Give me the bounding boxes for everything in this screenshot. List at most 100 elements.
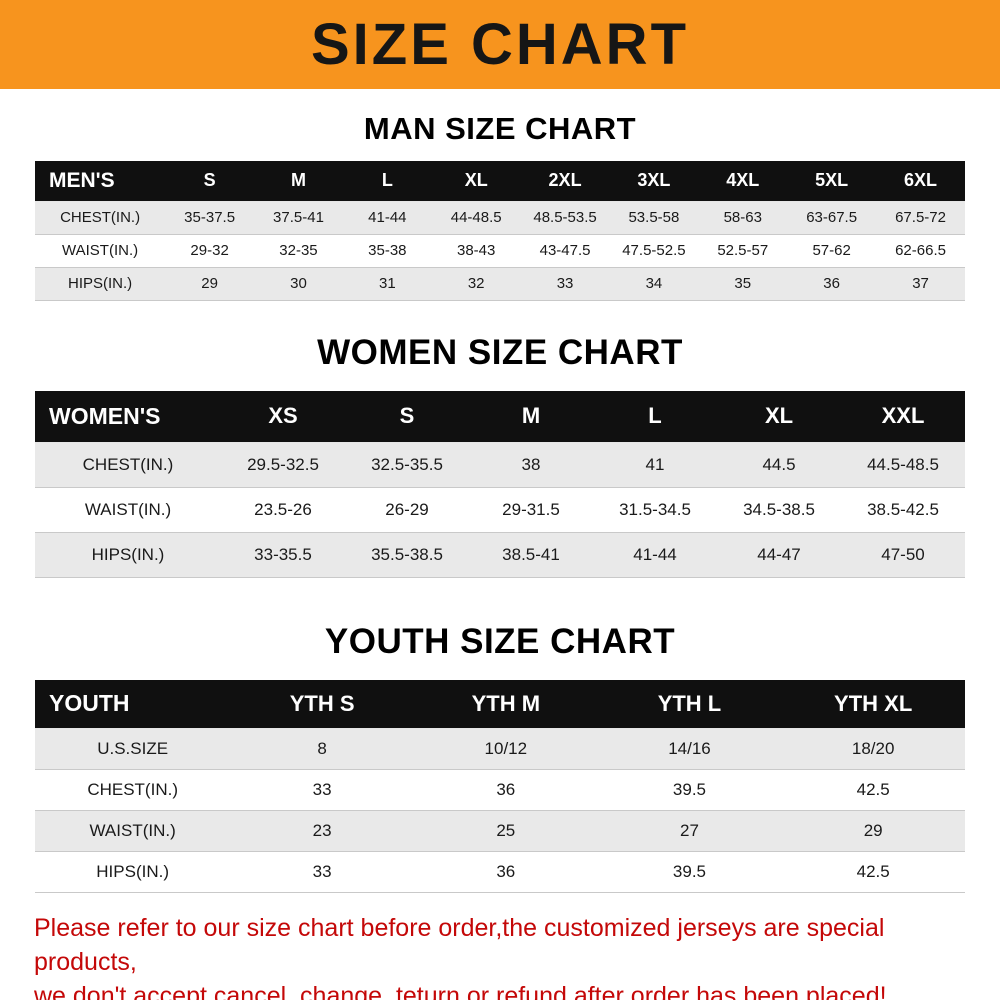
size-column-header: 5XL [787, 161, 877, 201]
row-label: HIPS(IN.) [68, 275, 133, 292]
size-value-cell: 39.5 [672, 779, 707, 799]
size-value-cell: 35 [734, 275, 752, 292]
size-value-cell: 32-35 [279, 242, 318, 259]
size-value-cell: 42.5 [856, 779, 890, 799]
size-value-cell: 38.5-41 [502, 545, 560, 564]
size-column-header: XXL [841, 390, 965, 443]
table-row: CHEST(IN.) 29.5-32.5 32.5-35.5 38 41 44.5 44.5… [35, 442, 965, 488]
size-value-cell: 26-29 [385, 500, 429, 519]
size-value-cell: 47-50 [881, 545, 925, 564]
size-column-header: XL [717, 390, 841, 443]
size-column-header: S [345, 390, 469, 443]
table-row: HIPS(IN.) 33 36 39.5 42.5 [35, 851, 965, 892]
title-banner: SIZE CHART [0, 0, 1000, 89]
size-column-header: 4XL [698, 161, 788, 201]
size-column-header: 3XL [609, 161, 699, 201]
size-value-cell: 44.5 [762, 455, 796, 474]
women-size-table: WOMEN'S XS S M L XL XXL CHEST(IN.) 29.5-32.5 32.5… [35, 390, 965, 579]
size-value-cell: 67.5-72 [895, 209, 946, 226]
notice-line-1: Please refer to our size chart before or… [34, 913, 885, 976]
table-row: HIPS(IN.) 33-35.5 35.5-38.5 38.5-41 41-44 44-… [35, 532, 965, 578]
size-value-cell: 8 [317, 738, 327, 758]
row-label: WAIST(IN.) [84, 500, 172, 519]
size-value-cell: 29-31.5 [502, 500, 560, 519]
youth-size-section: YOUTH SIZE CHART YOUTH YTH S YTH M YTH L YTH… [0, 622, 1000, 893]
men-size-table: MEN'S S M L XL 2XL 3XL 4XL 5XL 6XL CHEST(IN.) 35-37… [35, 161, 965, 301]
size-value-cell: 30 [290, 275, 307, 292]
size-value-cell: 33 [312, 861, 332, 881]
table-corner-label: YOUTH [35, 680, 231, 728]
size-column-header: L [342, 161, 432, 201]
order-notice: Please refer to our size chart before or… [0, 893, 1000, 1000]
size-value-cell: 35-37.5 [184, 209, 236, 226]
size-value-cell: 31.5-34.5 [619, 500, 691, 519]
size-value-cell: 27 [680, 820, 699, 840]
women-size-section: WOMEN SIZE CHART WOMEN'S XS S M L XL XXL CHEST(… [0, 333, 1000, 579]
man-size-section: MAN SIZE CHART MEN'S S M L XL 2XL 3XL 4XL 5XL 6XL… [0, 111, 1000, 301]
size-value-cell: 36 [496, 861, 516, 881]
size-value-cell: 48.5-53.5 [533, 209, 597, 226]
notice-line-2: we don't accept cancel, change, teturn o… [34, 981, 887, 1000]
size-value-cell: 57-62 [812, 242, 851, 259]
size-column-header: S [165, 161, 255, 201]
size-value-cell: 58-63 [723, 209, 762, 226]
size-value-cell: 52.5-57 [717, 242, 769, 259]
women-size-heading: WOMEN SIZE CHART [317, 332, 683, 372]
size-value-cell: 29 [201, 275, 218, 292]
size-value-cell: 34.5-38.5 [743, 500, 815, 519]
size-column-header: M [469, 390, 593, 443]
size-column-header: YTH S [230, 680, 414, 728]
size-value-cell: 23.5-26 [254, 500, 312, 519]
table-corner-label: WOMEN'S [35, 390, 221, 443]
table-row: WAIST(IN.) 23 25 27 29 [35, 810, 965, 851]
row-label: U.S.SIZE [97, 738, 169, 758]
size-column-header: XL [431, 161, 521, 201]
table-row: HIPS(IN.) 29 30 31 32 33 34 35 36 37 [35, 267, 965, 300]
row-label: WAIST(IN.) [89, 820, 176, 840]
size-value-cell: 33 [312, 779, 332, 799]
size-value-cell: 44.5-48.5 [867, 455, 939, 474]
size-column-header: 6XL [876, 161, 965, 201]
size-value-cell: 36 [823, 275, 840, 292]
size-value-cell: 35-38 [368, 242, 407, 259]
table-row: CHEST(IN.) 33 36 39.5 42.5 [35, 769, 965, 810]
size-value-cell: 62-66.5 [895, 242, 946, 259]
table-row: WAIST(IN.) 29-32 32-35 35-38 38-43 43-47.5 47.… [35, 234, 965, 267]
size-column-header: M [254, 161, 343, 201]
size-value-cell: 42.5 [856, 861, 890, 881]
table-row: CHEST(IN.) 35-37.5 37.5-41 41-44 44-48.5 48.5… [35, 201, 965, 234]
row-label: CHEST(IN.) [82, 455, 174, 474]
row-label: CHEST(IN.) [87, 779, 178, 799]
size-value-cell: 38.5-42.5 [867, 500, 939, 519]
size-value-cell: 32 [467, 275, 485, 292]
size-value-cell: 32.5-35.5 [371, 455, 443, 474]
size-column-header: YTH XL [781, 680, 965, 728]
size-value-cell: 38 [521, 455, 541, 474]
size-value-cell: 31 [378, 275, 396, 292]
size-value-cell: 33-35.5 [254, 545, 312, 564]
row-label: HIPS(IN.) [96, 861, 170, 881]
size-value-cell: 53.5-58 [628, 209, 680, 226]
size-value-cell: 34 [645, 275, 663, 292]
table-header-row: YOUTH YTH S YTH M YTH L YTH XL [35, 680, 965, 728]
size-value-cell: 35.5-38.5 [371, 545, 443, 564]
size-value-cell: 63-67.5 [806, 209, 858, 226]
size-value-cell: 33 [556, 275, 574, 292]
size-column-header: L [593, 390, 717, 443]
man-size-heading: MAN SIZE CHART [363, 111, 637, 146]
size-value-cell: 37 [912, 275, 929, 292]
size-value-cell: 43-47.5 [539, 242, 591, 259]
youth-size-table: YOUTH YTH S YTH M YTH L YTH XL U.S.SIZE 8 10/12… [35, 680, 965, 893]
size-value-cell: 37.5-41 [273, 209, 324, 226]
size-value-cell: 18/20 [851, 738, 895, 758]
size-value-cell: 47.5-52.5 [622, 242, 686, 259]
size-value-cell: 44-47 [757, 545, 801, 564]
size-value-cell: 29 [863, 820, 883, 840]
size-value-cell: 10/12 [484, 738, 528, 758]
size-value-cell: 41 [645, 455, 665, 474]
size-value-cell: 23 [312, 820, 332, 840]
size-column-header: XS [221, 390, 345, 443]
youth-size-heading: YOUTH SIZE CHART [324, 622, 676, 661]
size-value-cell: 29-32 [190, 242, 229, 259]
